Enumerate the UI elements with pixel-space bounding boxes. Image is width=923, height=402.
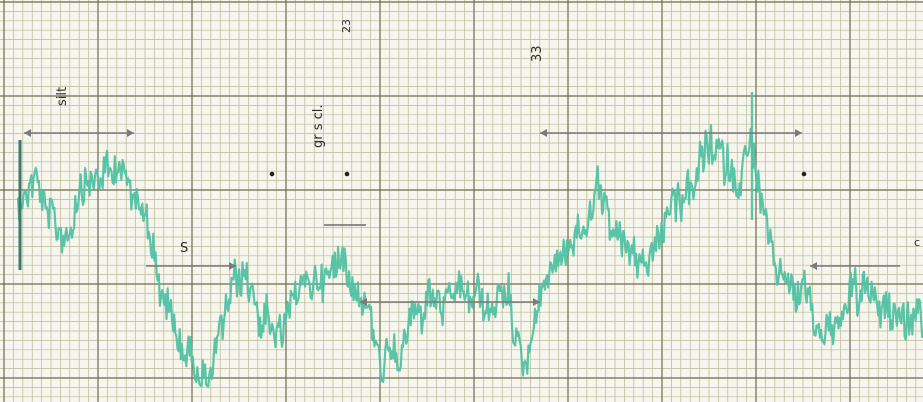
dot-marker [269,171,275,177]
depth-label-33: 33 [530,45,545,62]
sand-arrow-head [229,262,236,270]
dot-marker [344,171,350,177]
upper-right-arrow-head-right [795,129,802,137]
middle-arrow-head-right [533,298,540,306]
middle-arrow-head-left [360,298,367,306]
trace-line [16,124,923,387]
dot-marker [801,171,807,177]
right-arrow-head [810,262,817,270]
edge-mark: c [914,236,920,249]
sand-label: S [180,241,188,256]
silt-label: silt [55,87,70,106]
silt-arrow-head-right [127,129,134,137]
recorder-trace [16,92,923,389]
depth-label-23: 23 [340,19,353,33]
trace-line-noise [17,127,923,389]
hand-marks: silt S gr s cl. 23 33 c [18,19,920,306]
gravel-sand-clay-label: gr s cl. [311,104,326,148]
silt-arrow-head-left [24,129,31,137]
upper-right-arrow-head-left [540,129,547,137]
